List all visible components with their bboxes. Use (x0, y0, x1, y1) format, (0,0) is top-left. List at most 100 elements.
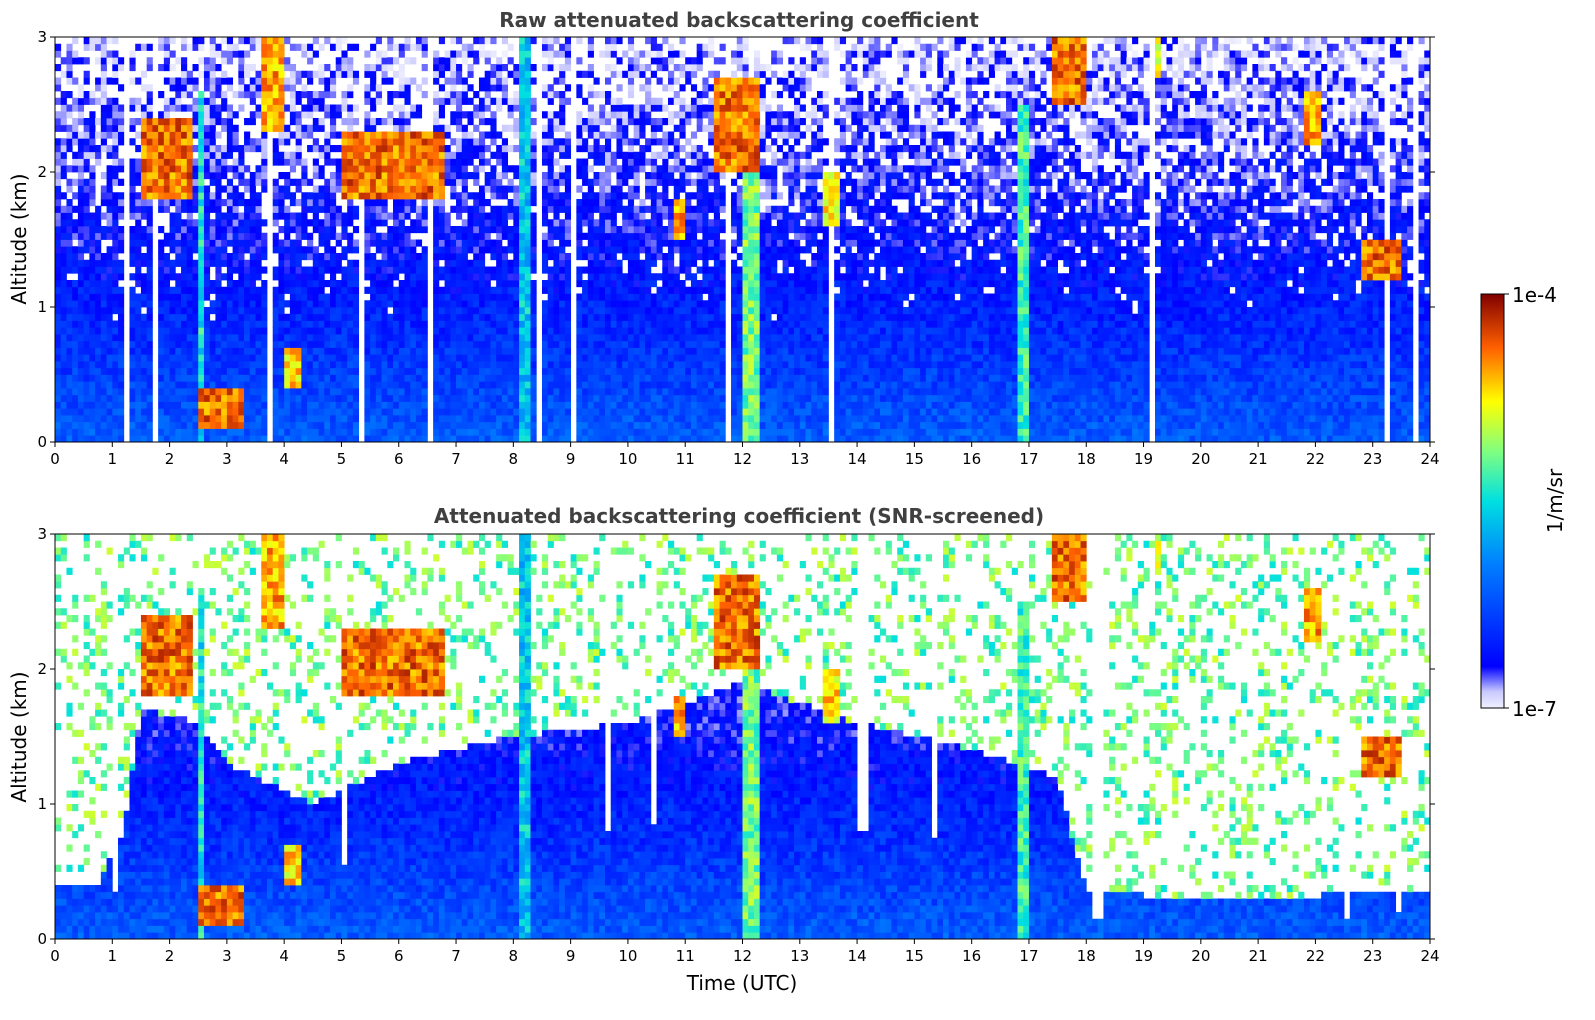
backscatter-cell (627, 388, 635, 396)
backscatter-cell (226, 388, 234, 396)
backscatter-cell (519, 57, 526, 65)
backscatter-cell (129, 57, 136, 65)
backscatter-cell (341, 286, 348, 294)
backscatter-cell (622, 212, 629, 220)
backscatter-cell (169, 266, 176, 274)
backscatter-cell (478, 266, 486, 274)
backscatter-cell (519, 165, 526, 173)
backscatter-cell (564, 293, 572, 301)
backscatter-cell (484, 219, 491, 227)
backscatter-cell (278, 70, 285, 78)
backscatter-cell (215, 259, 222, 267)
backscatter-cell (519, 347, 526, 355)
backscatter-cell (192, 394, 199, 402)
backscatter-cell (605, 415, 612, 423)
backscatter-cell (215, 131, 222, 139)
backscatter-cell (524, 50, 531, 58)
backscatter-cell (146, 104, 153, 112)
backscatter-cell (398, 145, 405, 153)
backscatter-cell (473, 300, 480, 308)
backscatter-cell (513, 280, 520, 288)
backscatter-cell (226, 259, 234, 267)
backscatter-cell (95, 232, 102, 240)
backscatter-cell (335, 320, 342, 328)
backscatter-cell (215, 205, 222, 213)
backscatter-cell (496, 381, 503, 389)
backscatter-cell (576, 415, 583, 423)
backscatter-cell (203, 165, 211, 173)
backscatter-cell (633, 408, 640, 416)
backscatter-cell (473, 428, 480, 436)
backscatter-cell (444, 232, 451, 240)
backscatter-cell (77, 361, 85, 369)
backscatter-cell (335, 394, 342, 402)
backscatter-cell (530, 259, 537, 267)
backscatter-cell (381, 293, 388, 301)
backscatter-cell (341, 118, 348, 126)
backscatter-cell (324, 138, 331, 146)
backscatter-cell (284, 205, 291, 213)
backscatter-cell (238, 354, 245, 362)
backscatter-cell (83, 421, 90, 429)
backscatter-cell (450, 70, 457, 78)
backscatter-cell (370, 300, 377, 308)
backscatter-cell (564, 408, 572, 416)
backscatter-cell (77, 320, 85, 328)
backscatter-cell (438, 300, 445, 308)
backscatter-cell (83, 205, 90, 213)
backscatter-cell (330, 43, 337, 51)
backscatter-cell (66, 253, 73, 261)
backscatter-cell (473, 280, 480, 288)
backscatter-cell (232, 165, 239, 173)
backscatter-cell (610, 104, 617, 112)
backscatter-cell (467, 266, 474, 274)
backscatter-cell (627, 43, 635, 51)
backscatter-cell (370, 97, 377, 105)
backscatter-cell (370, 118, 377, 126)
backscatter-cell (456, 401, 463, 409)
backscatter-cell (312, 50, 319, 58)
backscatter-cell (490, 118, 497, 126)
backscatter-cell (278, 421, 285, 429)
backscatter-cell (559, 266, 566, 274)
backscatter-cell (307, 408, 314, 416)
backscatter-cell (112, 131, 119, 139)
backscatter-cell (622, 246, 629, 254)
backscatter-cell (438, 307, 445, 315)
backscatter-cell (55, 97, 62, 105)
backscatter-cell (158, 340, 165, 348)
backscatter-cell (181, 415, 188, 423)
backscatter-cell (140, 185, 148, 193)
backscatter-cell (559, 259, 566, 267)
backscatter-cell (456, 334, 463, 342)
backscatter-cell (421, 340, 428, 348)
backscatter-cell (301, 178, 308, 186)
backscatter-cell (181, 354, 188, 362)
backscatter-cell (496, 286, 503, 294)
backscatter-cell (89, 91, 96, 99)
backscatter-cell (444, 334, 451, 342)
backscatter-cell (77, 178, 85, 186)
backscatter-cell (627, 64, 635, 72)
backscatter-cell (633, 239, 640, 247)
backscatter-cell (404, 232, 411, 240)
backscatter-cell (393, 273, 400, 281)
backscatter-cell (146, 347, 153, 355)
backscatter-cell (398, 219, 405, 227)
backscatter-cell (375, 91, 382, 99)
backscatter-cell (318, 199, 325, 207)
backscatter-cell (169, 84, 176, 92)
backscatter-cell (89, 293, 96, 301)
backscatter-cell (284, 388, 291, 396)
backscatter-cell (404, 199, 411, 207)
backscatter-cell (175, 185, 182, 193)
backscatter-cell (55, 172, 62, 180)
backscatter-cell (501, 280, 509, 288)
backscatter-cell (582, 340, 589, 348)
backscatter-cell (301, 43, 308, 51)
backscatter-cell (461, 124, 468, 132)
backscatter-cell (467, 158, 474, 166)
backscatter-cell (541, 280, 549, 288)
backscatter-cell (112, 145, 119, 153)
backscatter-cell (192, 381, 199, 389)
